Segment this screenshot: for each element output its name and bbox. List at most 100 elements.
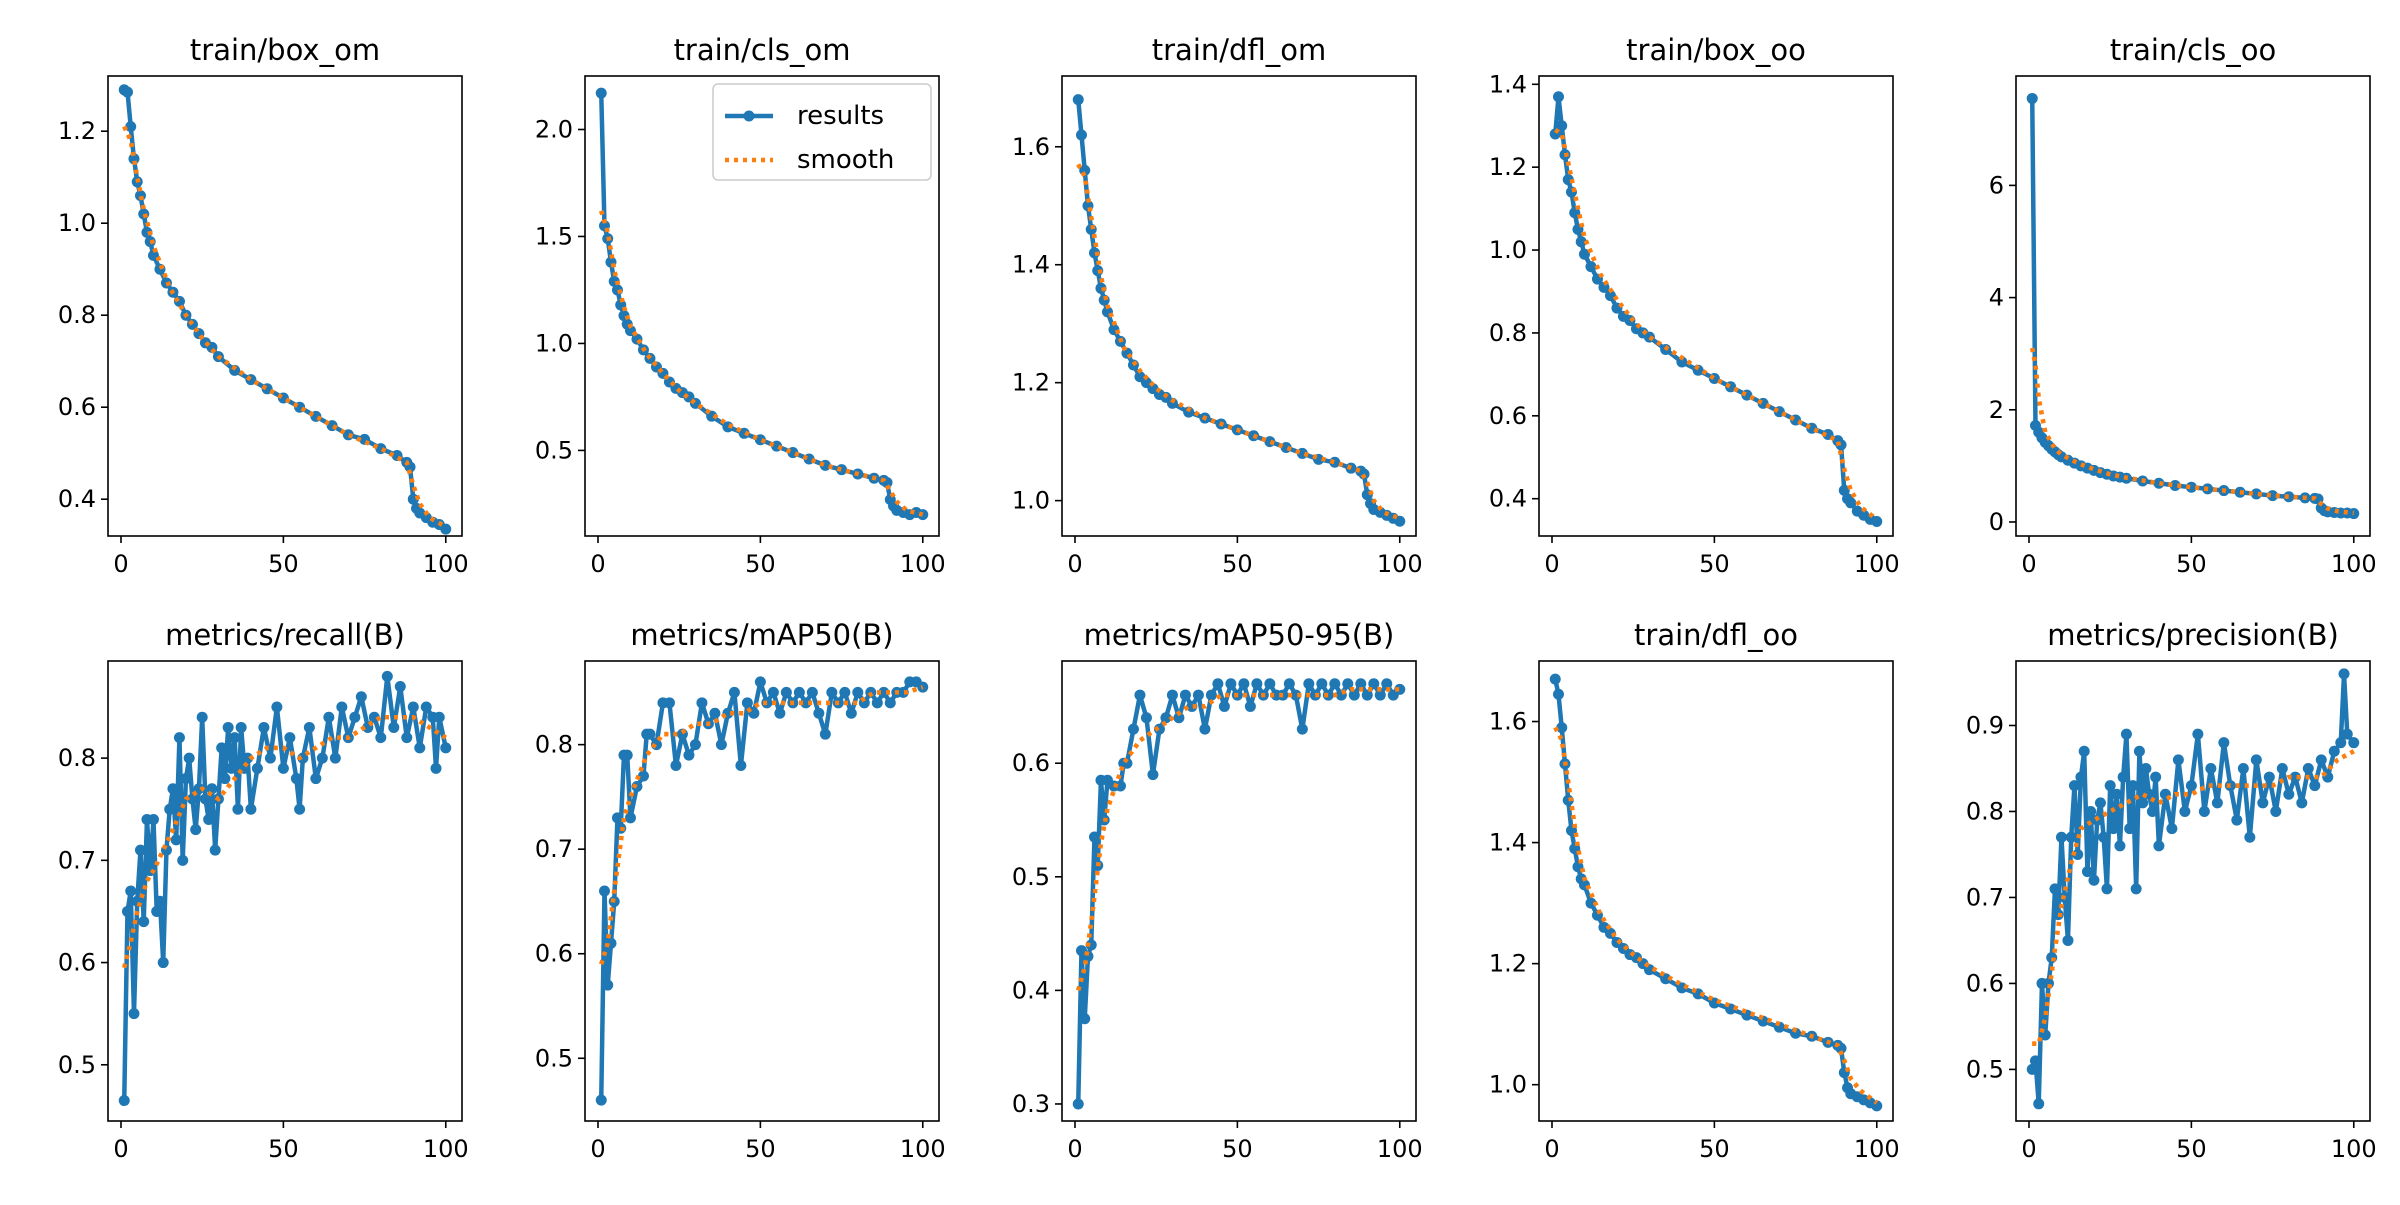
results-point bbox=[735, 760, 747, 772]
x-tick-label: 0 bbox=[1067, 550, 1082, 578]
y-tick-label: 1.0 bbox=[1012, 487, 1050, 515]
y-tick-label: 0.6 bbox=[1489, 402, 1527, 430]
results-point bbox=[180, 773, 192, 785]
results-point bbox=[235, 721, 247, 733]
results-point bbox=[375, 732, 387, 744]
legend-results-label: results bbox=[797, 101, 884, 131]
y-tick-label: 0.4 bbox=[58, 485, 96, 513]
results-point bbox=[290, 773, 302, 785]
results-point bbox=[440, 523, 452, 535]
results-point bbox=[884, 697, 896, 709]
smooth-line-overlay bbox=[1553, 726, 1879, 1105]
results-point bbox=[125, 121, 137, 133]
results-point bbox=[209, 844, 221, 856]
y-tick-label: 0.5 bbox=[535, 436, 573, 464]
results-point bbox=[774, 707, 786, 719]
results-point bbox=[621, 749, 633, 761]
axes-frame bbox=[2015, 660, 2371, 1122]
results-point bbox=[2124, 823, 2136, 835]
results-point bbox=[190, 824, 202, 836]
results-point bbox=[1556, 722, 1568, 734]
results-point bbox=[355, 691, 367, 703]
smooth-line bbox=[122, 125, 447, 529]
subplot-6: metrics/mAP50(B) 0 50 100 0.5 0.6 0.7 0.8 bbox=[535, 618, 946, 1163]
results-point bbox=[232, 803, 244, 815]
results-point bbox=[1361, 689, 1373, 701]
results-point bbox=[2075, 771, 2087, 783]
x-tick-label: 50 bbox=[2176, 550, 2207, 578]
results-point bbox=[216, 742, 228, 754]
results-point bbox=[1329, 678, 1341, 690]
results-point bbox=[394, 681, 406, 693]
results-line bbox=[598, 679, 925, 1101]
results-point bbox=[2185, 481, 2197, 493]
x-tick-label: 50 bbox=[1699, 550, 1730, 578]
x-tick-label: 50 bbox=[1222, 550, 1253, 578]
y-tick-label: 0.6 bbox=[1012, 749, 1050, 777]
results-point bbox=[2315, 754, 2327, 766]
results-point bbox=[2283, 491, 2295, 503]
results-point bbox=[2302, 762, 2314, 774]
results-point bbox=[2111, 788, 2123, 800]
axes-frame bbox=[107, 660, 463, 1122]
results-point bbox=[284, 732, 296, 744]
results-point bbox=[193, 783, 205, 795]
results-point bbox=[251, 762, 263, 774]
subplot-title: train/cls_om bbox=[674, 33, 851, 67]
results-point bbox=[264, 752, 276, 764]
y-tick-label: 0.8 bbox=[1489, 319, 1527, 347]
subplot-7: metrics/mAP50-95(B) 0 50 100 0.3 0.4 0.5 0.6 bbox=[1012, 618, 1423, 1163]
y-tick-label: 0.7 bbox=[1966, 883, 2004, 911]
results-point bbox=[401, 732, 413, 744]
results-point bbox=[1205, 689, 1217, 701]
results-point bbox=[1140, 712, 1152, 724]
results-point bbox=[852, 686, 864, 698]
x-tick-label: 100 bbox=[2331, 1135, 2377, 1163]
results-point bbox=[2185, 780, 2197, 792]
smooth-line-overlay bbox=[1076, 687, 1400, 992]
subplot-title: metrics/recall(B) bbox=[165, 618, 405, 652]
y-tick-label: 1.2 bbox=[1012, 369, 1050, 397]
results-point bbox=[1676, 356, 1688, 368]
results-point bbox=[1186, 700, 1198, 712]
results-point bbox=[157, 957, 169, 969]
results-point bbox=[2237, 762, 2249, 774]
results-point bbox=[1218, 700, 1230, 712]
results-point bbox=[2072, 848, 2084, 860]
y-tick-label: 1.2 bbox=[1489, 950, 1527, 978]
axes-frame bbox=[2015, 75, 2371, 537]
x-tick-label: 50 bbox=[268, 550, 299, 578]
y-tick-label: 1.5 bbox=[535, 222, 573, 250]
results-point bbox=[1585, 897, 1597, 909]
x-tick-label: 100 bbox=[1854, 1135, 1900, 1163]
axes-frame bbox=[584, 660, 940, 1122]
x-tick-label: 50 bbox=[745, 1135, 776, 1163]
results-point bbox=[715, 739, 727, 751]
results-point bbox=[826, 686, 838, 698]
results-line bbox=[2029, 98, 2354, 516]
results-point bbox=[294, 803, 306, 815]
results-point bbox=[2026, 92, 2038, 104]
results-point bbox=[2309, 780, 2321, 792]
results-line bbox=[598, 93, 924, 517]
results-point bbox=[1183, 406, 1195, 418]
results-point bbox=[2114, 840, 2126, 852]
x-tick-label: 0 bbox=[590, 1135, 605, 1163]
x-tick-label: 100 bbox=[900, 550, 946, 578]
y-tick-label: 0.8 bbox=[58, 301, 96, 329]
results-point bbox=[2257, 797, 2269, 809]
y-tick-label: 4 bbox=[1989, 284, 2004, 312]
results-point bbox=[2153, 477, 2165, 489]
y-tick-label: 0.5 bbox=[1966, 1055, 2004, 1083]
results-point bbox=[1290, 689, 1302, 701]
results-point bbox=[2146, 805, 2158, 817]
results-point bbox=[151, 905, 163, 917]
results-point bbox=[381, 670, 393, 682]
results-point bbox=[2289, 771, 2301, 783]
y-tick-label: 1.6 bbox=[1489, 708, 1527, 736]
results-point bbox=[1303, 678, 1315, 690]
smooth-line bbox=[1076, 687, 1400, 992]
results-point bbox=[336, 701, 348, 713]
results-point bbox=[164, 803, 176, 815]
